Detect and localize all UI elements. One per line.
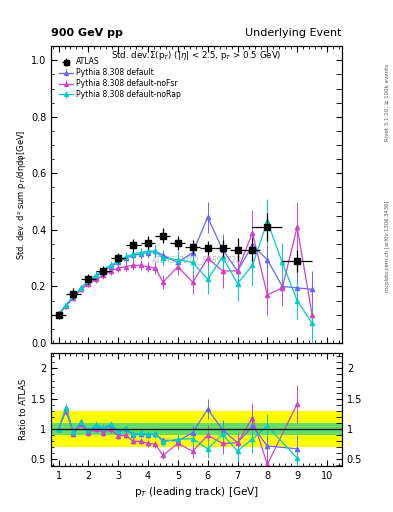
- Y-axis label: Ratio to ATLAS: Ratio to ATLAS: [19, 379, 28, 440]
- Bar: [156, 411, 171, 447]
- Bar: [200, 411, 215, 447]
- Bar: [245, 411, 260, 447]
- Bar: [282, 411, 342, 447]
- Text: 900 GeV pp: 900 GeV pp: [51, 28, 123, 38]
- Bar: [245, 423, 260, 435]
- Bar: [66, 411, 81, 447]
- Bar: [81, 423, 96, 435]
- Bar: [185, 411, 200, 447]
- Bar: [111, 423, 126, 435]
- Bar: [171, 423, 185, 435]
- Bar: [200, 423, 215, 435]
- Bar: [126, 423, 141, 435]
- Bar: [215, 411, 230, 447]
- Bar: [126, 411, 141, 447]
- Bar: [171, 411, 185, 447]
- Bar: [96, 411, 111, 447]
- Bar: [141, 423, 156, 435]
- Bar: [81, 411, 96, 447]
- Bar: [51, 411, 66, 447]
- Bar: [230, 423, 245, 435]
- Bar: [282, 423, 342, 435]
- Text: Rivet 3.1.10, ≥ 100k events: Rivet 3.1.10, ≥ 100k events: [385, 64, 389, 141]
- Bar: [141, 411, 156, 447]
- Bar: [96, 423, 111, 435]
- Text: Std. dev.$\Sigma$(p$_T$) ($|\eta|$ < 2.5, p$_T$ > 0.5 GeV): Std. dev.$\Sigma$(p$_T$) ($|\eta|$ < 2.5…: [111, 49, 282, 62]
- Bar: [260, 423, 282, 435]
- Y-axis label: Std. dev. d² sum p$_T$/dηdφ[GeV]: Std. dev. d² sum p$_T$/dηdφ[GeV]: [15, 130, 28, 260]
- Text: mcplots.cern.ch [arXiv:1306.3436]: mcplots.cern.ch [arXiv:1306.3436]: [385, 200, 389, 291]
- Text: Underlying Event: Underlying Event: [245, 28, 342, 38]
- Legend: ATLAS, Pythia 8.308 default, Pythia 8.308 default-noFsr, Pythia 8.308 default-no: ATLAS, Pythia 8.308 default, Pythia 8.30…: [58, 56, 183, 101]
- Bar: [215, 423, 230, 435]
- Bar: [51, 423, 66, 435]
- Bar: [260, 411, 282, 447]
- X-axis label: p$_T$ (leading track) [GeV]: p$_T$ (leading track) [GeV]: [134, 485, 259, 499]
- Bar: [156, 423, 171, 435]
- Bar: [230, 411, 245, 447]
- Bar: [111, 411, 126, 447]
- Bar: [185, 423, 200, 435]
- Text: ATLAS_2010_S8894728: ATLAS_2010_S8894728: [151, 255, 242, 264]
- Bar: [66, 423, 81, 435]
